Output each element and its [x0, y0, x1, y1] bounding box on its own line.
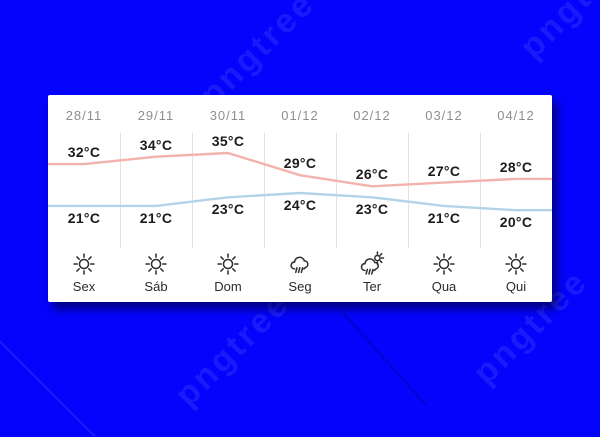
day-column: 01/12 29°C 24°C Seg — [264, 95, 336, 302]
day-label: Seg — [288, 279, 312, 294]
sun-icon — [143, 251, 169, 277]
sun-icon — [503, 251, 529, 277]
day-label: Ter — [362, 279, 382, 294]
day-column: 28/11 32°C 21°C Sex — [48, 95, 120, 302]
low-temp-label: 23°C — [355, 201, 389, 218]
low-temp-label: 21°C — [427, 209, 461, 226]
high-temp-label: 28°C — [499, 158, 533, 175]
sun-icon — [215, 251, 241, 277]
high-temp-label: 26°C — [355, 166, 389, 183]
day-label: Dom — [214, 279, 242, 294]
high-temp-label: 35°C — [211, 133, 245, 149]
date-label: 04/12 — [497, 108, 535, 123]
date-label: 29/11 — [137, 108, 175, 123]
watermark-line — [338, 308, 427, 406]
low-temp-label: 21°C — [139, 209, 173, 226]
date-label: 28/11 — [65, 108, 103, 123]
column-separator — [480, 133, 481, 248]
high-temp-label: 34°C — [139, 136, 173, 153]
rain-cloud-icon — [287, 251, 313, 277]
high-temp-label: 29°C — [283, 155, 317, 172]
low-temp-label: 20°C — [499, 214, 533, 231]
day-label: Sáb — [144, 279, 168, 294]
sun-rain-icon — [359, 251, 385, 277]
day-column: 30/11 35°C 23°C Dom — [192, 95, 264, 302]
low-temp-line — [48, 191, 552, 212]
day-column: 02/12 26°C 23°C Ter — [336, 95, 408, 302]
temperature-lines — [48, 151, 552, 212]
column-separator — [336, 133, 337, 248]
date-label: 01/12 — [281, 108, 319, 123]
date-label: 03/12 — [425, 108, 463, 123]
high-temp-label: 32°C — [67, 144, 101, 161]
sun-icon — [71, 251, 97, 277]
high-temp-label: 27°C — [427, 162, 461, 179]
column-separator — [264, 133, 265, 248]
day-column: 29/11 34°C 21°C Sáb — [120, 95, 192, 302]
day-label: Sex — [72, 279, 96, 294]
column-separator — [192, 133, 193, 248]
day-column: 03/12 27°C 21°C Qua — [408, 95, 480, 302]
day-label: Qui — [505, 279, 527, 294]
sun-icon — [431, 251, 457, 277]
day-column: 04/12 28°C 20°C Qui — [480, 95, 552, 302]
date-label: 02/12 — [353, 108, 391, 123]
low-temp-label: 23°C — [211, 201, 245, 218]
low-temp-label: 24°C — [283, 197, 317, 213]
date-label: 30/11 — [209, 108, 247, 123]
watermark: pngtree — [512, 0, 600, 67]
watermark-line — [0, 330, 97, 437]
high-temp-line — [48, 151, 552, 188]
column-separator — [408, 133, 409, 248]
column-separator — [120, 133, 121, 248]
low-temp-label: 21°C — [67, 209, 101, 226]
watermark: pngtree — [167, 284, 298, 415]
forecast-card: 28/11 32°C 21°C Sex 29/11 34°C 21°C Sáb 30/11 35°… — [48, 95, 552, 302]
day-label: Qua — [431, 279, 457, 294]
